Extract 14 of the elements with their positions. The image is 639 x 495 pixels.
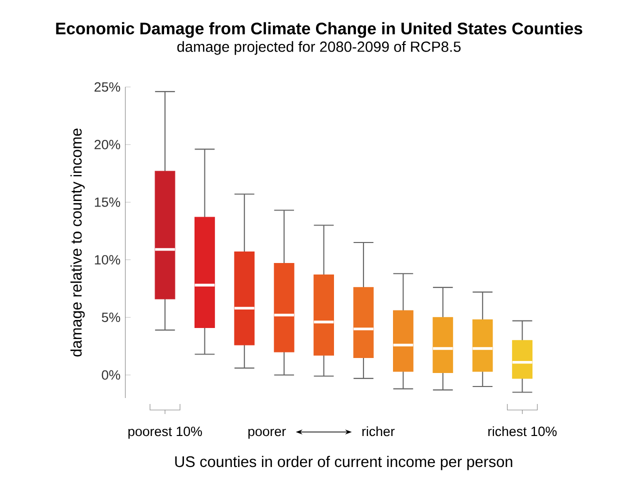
y-tick-label: 0% [102, 370, 120, 380]
y-tick-label: 10% [94, 255, 120, 265]
text: richer [362, 426, 395, 436]
x-tick-label: richest 10% [488, 426, 557, 436]
chart-title: Economic Damage from Climate Change in United States Counties [56, 22, 582, 38]
y-axis-title: damage relative to county income [70, 128, 85, 356]
chart-subtitle: damage projected for 2080-2099 of RCP8.5 [177, 41, 461, 55]
y-tick-label: 5% [102, 312, 120, 322]
y-tick-label: 15% [94, 197, 120, 207]
text: poorer [248, 428, 286, 439]
x-axis-title: US counties in order of current income per person [175, 456, 512, 470]
y-tick-label: 20% [94, 140, 120, 150]
x-tick-label: poorest 10% [128, 426, 202, 439]
y-tick-label: 25% [94, 82, 120, 92]
